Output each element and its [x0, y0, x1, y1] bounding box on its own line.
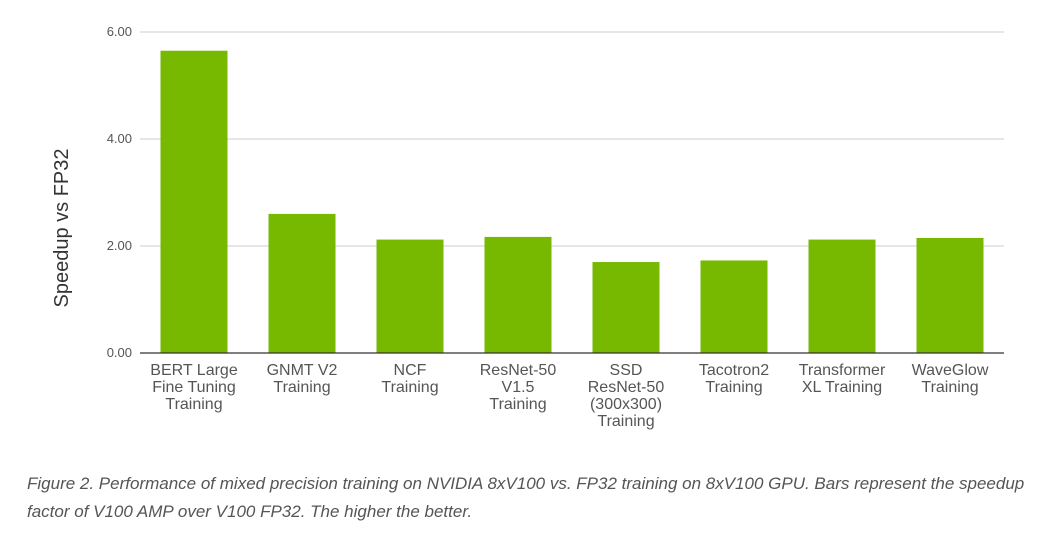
bar-chart: 0.002.004.006.00 BERT Large Fine Tuning Tr…	[51, 24, 1004, 430]
x-tick-label-line: SSD	[610, 362, 643, 379]
y-tick-label: 0.00	[107, 345, 132, 360]
x-tick-label-line: BERT Large	[150, 362, 238, 379]
y-axis-title: Speedup vs FP32	[51, 149, 73, 308]
x-tick-label-line: GNMT V2	[267, 362, 338, 379]
x-tick-label: ResNet-50 V1.5 Training	[480, 362, 557, 413]
x-tick-label-line: WaveGlow	[912, 362, 989, 379]
x-tick-label-line: Training	[597, 413, 654, 430]
bar	[808, 239, 876, 353]
x-tick-label: Tacotron2 Training	[699, 362, 769, 396]
x-tick-label-line: (300x300)	[590, 396, 662, 413]
x-tick-label-line: Training	[273, 379, 330, 396]
x-tick-label-line: Training	[381, 379, 438, 396]
bar	[916, 237, 984, 353]
bar	[484, 236, 552, 353]
x-tick-label-line: Training	[921, 379, 978, 396]
x-tick-label-line: Tacotron2	[699, 362, 769, 379]
bars	[160, 50, 984, 353]
x-tick-label-line: XL Training	[802, 379, 882, 396]
x-tick-label-line: Transformer	[799, 362, 886, 379]
bar	[592, 262, 660, 353]
y-tick-label: 4.00	[107, 131, 132, 146]
x-tick-label: WaveGlow Training	[912, 362, 989, 396]
x-tick-label-line: V1.5	[502, 379, 535, 396]
bar	[160, 50, 228, 353]
bar	[376, 239, 444, 353]
x-tick-label-line: Training	[165, 396, 222, 413]
x-tick-label: NCF Training	[381, 362, 438, 396]
x-tick-label: GNMT V2 Training	[267, 362, 338, 396]
x-tick-label: SSD ResNet-50 (300x300) Training	[588, 362, 665, 430]
bar	[700, 260, 768, 353]
x-tick-label-line: NCF	[394, 362, 427, 379]
x-tick-label-line: Fine Tuning	[152, 379, 236, 396]
figure-caption: Figure 2. Performance of mixed precision…	[27, 474, 1025, 521]
x-tick-label: BERT Large Fine Tuning Training	[150, 362, 238, 413]
x-tick-label-line: ResNet-50	[480, 362, 557, 379]
y-tick-label: 6.00	[107, 24, 132, 39]
x-tick-label-line: ResNet-50	[588, 379, 665, 396]
x-tick-label-line: Training	[489, 396, 546, 413]
x-tick-label: Transformer XL Training	[799, 362, 886, 396]
x-tick-label-line: Training	[705, 379, 762, 396]
bar	[268, 213, 336, 353]
y-tick-label: 2.00	[107, 238, 132, 253]
